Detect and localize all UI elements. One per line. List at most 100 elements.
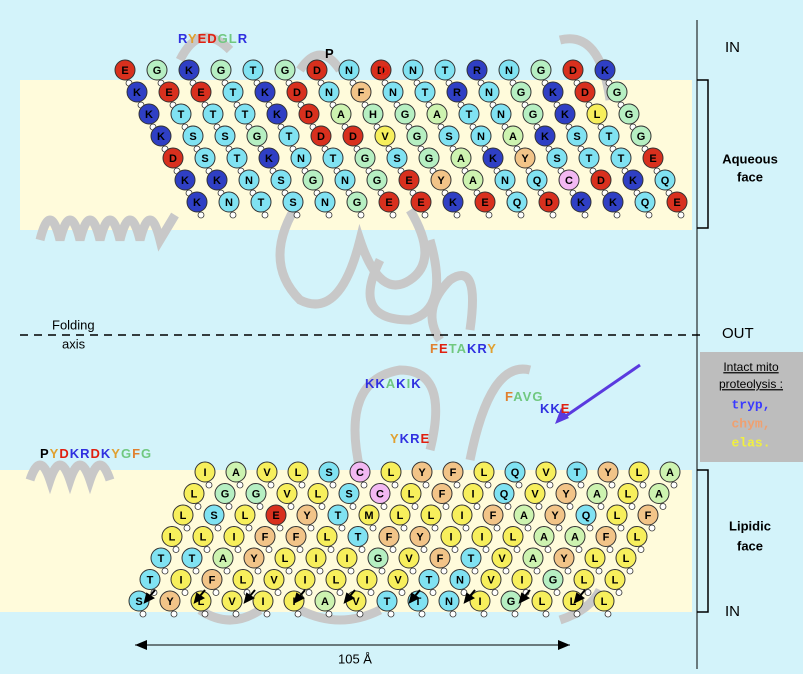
residue-dot — [441, 568, 447, 574]
residue-letter: T — [355, 531, 362, 543]
residue-letter: G — [217, 65, 226, 77]
residue-dot — [295, 611, 301, 617]
residue-letter: D — [169, 153, 177, 165]
residue-letter: S — [210, 510, 217, 522]
residue-letter: F — [603, 531, 610, 543]
residue-dot — [173, 547, 179, 553]
loop-letter: K — [375, 376, 385, 391]
residue-letter: Y — [303, 510, 311, 522]
face-brackets — [697, 80, 708, 612]
residue-letter: S — [393, 153, 400, 165]
loop-letter: R — [410, 431, 420, 446]
residue-letter: S — [553, 153, 560, 165]
residue-letter: V — [394, 574, 402, 586]
residue-letter: C — [356, 467, 364, 479]
residue-letter: T — [426, 574, 433, 586]
residue-letter: K — [273, 109, 281, 121]
residue-letter: I — [179, 574, 182, 586]
residue-letter: I — [314, 553, 317, 565]
loop-letter: D — [59, 446, 69, 461]
loop-residues: KKAKIK — [365, 376, 422, 391]
residue-letter: A — [457, 153, 465, 165]
residue-letter: L — [594, 109, 601, 121]
residue-letter: E — [481, 197, 488, 209]
residue-dot — [326, 212, 332, 218]
residue-letter: F — [645, 510, 652, 522]
residue-dot — [277, 525, 283, 531]
loop-letter: K — [396, 376, 406, 391]
residue-letter: K — [609, 197, 617, 209]
residue-letter: L — [295, 467, 302, 479]
loop-letter: K — [550, 401, 560, 416]
residue-dot — [616, 590, 622, 596]
residue-dot — [233, 611, 239, 617]
residue-letter: A — [540, 531, 548, 543]
residue-letter: S — [189, 131, 196, 143]
loop-letter: F — [132, 446, 141, 461]
residue-dot — [567, 504, 573, 510]
residue-dot — [518, 212, 524, 218]
residue-letter: D — [305, 109, 313, 121]
loop-letter: G — [141, 446, 152, 461]
residue-dot — [230, 212, 236, 218]
residue-letter: T — [330, 153, 337, 165]
proteolysis-title: proteolysis : — [719, 377, 783, 391]
residue-letter: A — [469, 175, 477, 187]
residue-letter: K — [549, 87, 557, 99]
residue-letter: E — [121, 65, 128, 77]
residue-letter: Y — [521, 153, 529, 165]
residue-letter: Y — [551, 510, 559, 522]
residue-letter: Q — [533, 175, 542, 187]
residue-dot — [198, 212, 204, 218]
residue-letter: V — [381, 131, 389, 143]
residue-letter: I — [478, 596, 481, 608]
residue-letter: H — [369, 109, 377, 121]
residue-dot — [370, 525, 376, 531]
residue-dot — [452, 547, 458, 553]
residue-letter: G — [374, 553, 383, 565]
residue-letter: F — [439, 488, 446, 500]
residue-letter: L — [623, 553, 630, 565]
residue-letter: G — [529, 109, 538, 121]
residue-letter: I — [203, 467, 206, 479]
residue-letter: L — [240, 574, 247, 586]
residue-letter: T — [574, 467, 581, 479]
residue-letter: K — [541, 131, 549, 143]
residue-dot — [319, 504, 325, 510]
residue-letter: K — [629, 175, 637, 187]
residue-letter: I — [261, 596, 264, 608]
residue-letter: G — [252, 488, 261, 500]
residue-letter: V — [270, 574, 278, 586]
residue-letter: Y — [604, 467, 612, 479]
tryp-label: tryp, — [731, 397, 770, 412]
loop-letter: V — [523, 389, 533, 404]
residue-letter: T — [258, 197, 265, 209]
residue-letter: N — [389, 87, 397, 99]
loop-letter: D — [380, 63, 390, 78]
residue-dot — [556, 525, 562, 531]
residue-dot — [390, 547, 396, 553]
residue-letter: G — [613, 87, 622, 99]
residue-dot — [140, 611, 146, 617]
residue-dot — [419, 611, 425, 617]
residue-dot — [646, 212, 652, 218]
residue-letter: S — [289, 197, 296, 209]
residue-dot — [264, 611, 270, 617]
residue-letter: K — [561, 109, 569, 121]
residue-dot — [587, 525, 593, 531]
residue-letter: S — [345, 488, 352, 500]
residue-dot — [308, 525, 314, 531]
residue-letter: L — [408, 488, 415, 500]
residue-letter: I — [480, 531, 483, 543]
residue-letter: N — [456, 574, 464, 586]
residue-letter: L — [324, 531, 331, 543]
residue-letter: L — [612, 574, 619, 586]
loop-letter: K — [400, 431, 410, 446]
distance-label: 105 Å — [338, 651, 372, 666]
residue-letter: L — [282, 553, 289, 565]
residue-letter: T — [189, 553, 196, 565]
residue-letter: Y — [416, 531, 424, 543]
residue-dot — [607, 547, 613, 553]
residue-dot — [255, 568, 261, 574]
residue-dot — [596, 568, 602, 574]
